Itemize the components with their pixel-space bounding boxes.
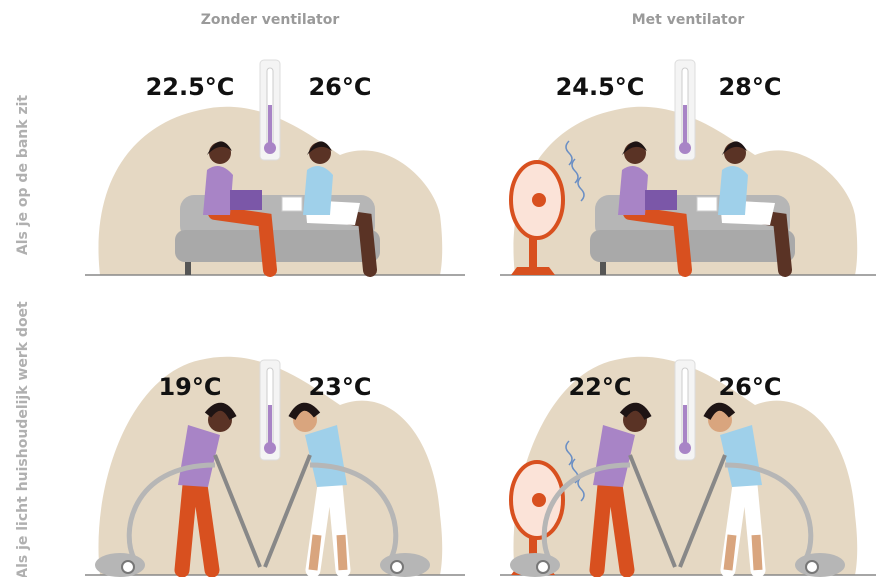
torso bbox=[718, 166, 748, 215]
paper bbox=[697, 197, 717, 211]
sofa-leg bbox=[185, 262, 191, 275]
panel: 19°C 23°C bbox=[85, 357, 465, 577]
thermo-level bbox=[683, 405, 687, 447]
thermo-bulb bbox=[679, 142, 691, 154]
sofa-seat bbox=[590, 230, 795, 262]
thermo-level bbox=[268, 405, 272, 447]
row-label: Als je op de bank zit bbox=[15, 95, 31, 255]
vacuum-body bbox=[95, 553, 145, 577]
sofa-leg bbox=[600, 262, 606, 275]
paper bbox=[282, 197, 302, 211]
panel: 22.5°C 26°C bbox=[85, 60, 465, 275]
panel: 22°C 26°C bbox=[500, 357, 876, 577]
thermo-bulb bbox=[264, 142, 276, 154]
thermo-level bbox=[268, 105, 272, 147]
temperature: 22°C bbox=[568, 373, 631, 401]
vacuum-body bbox=[380, 553, 430, 577]
temperature: 26°C bbox=[718, 373, 781, 401]
laptop bbox=[230, 190, 262, 210]
vacuum-body bbox=[510, 553, 560, 577]
thermo-bulb bbox=[264, 442, 276, 454]
torso bbox=[203, 166, 233, 215]
temperature: 19°C bbox=[158, 373, 221, 401]
temperature: 28°C bbox=[718, 73, 781, 101]
column-header: Met ventilator bbox=[632, 12, 745, 28]
column-header: Zonder ventilator bbox=[201, 12, 340, 28]
fan-hub bbox=[532, 493, 546, 507]
torso bbox=[303, 166, 333, 215]
vacuum-wheel bbox=[391, 561, 403, 573]
vacuum-body bbox=[795, 553, 845, 577]
infographic: Zonder ventilator Met ventilator Als je … bbox=[0, 0, 876, 577]
thermo-bulb bbox=[679, 442, 691, 454]
vacuum-wheel bbox=[122, 561, 134, 573]
panel: 24.5°C 28°C bbox=[500, 60, 876, 275]
vacuum-wheel bbox=[806, 561, 818, 573]
row-label: Als je licht huishoudelijk werk doet bbox=[15, 301, 31, 577]
temperature: 24.5°C bbox=[556, 73, 645, 101]
temperature: 22.5°C bbox=[146, 73, 235, 101]
temperature: 23°C bbox=[308, 373, 371, 401]
temperature: 26°C bbox=[308, 73, 371, 101]
torso bbox=[618, 166, 648, 215]
laptop bbox=[645, 190, 677, 210]
thermo-level bbox=[683, 105, 687, 147]
sofa-seat bbox=[175, 230, 380, 262]
vacuum-wheel bbox=[537, 561, 549, 573]
fan-hub bbox=[532, 193, 546, 207]
